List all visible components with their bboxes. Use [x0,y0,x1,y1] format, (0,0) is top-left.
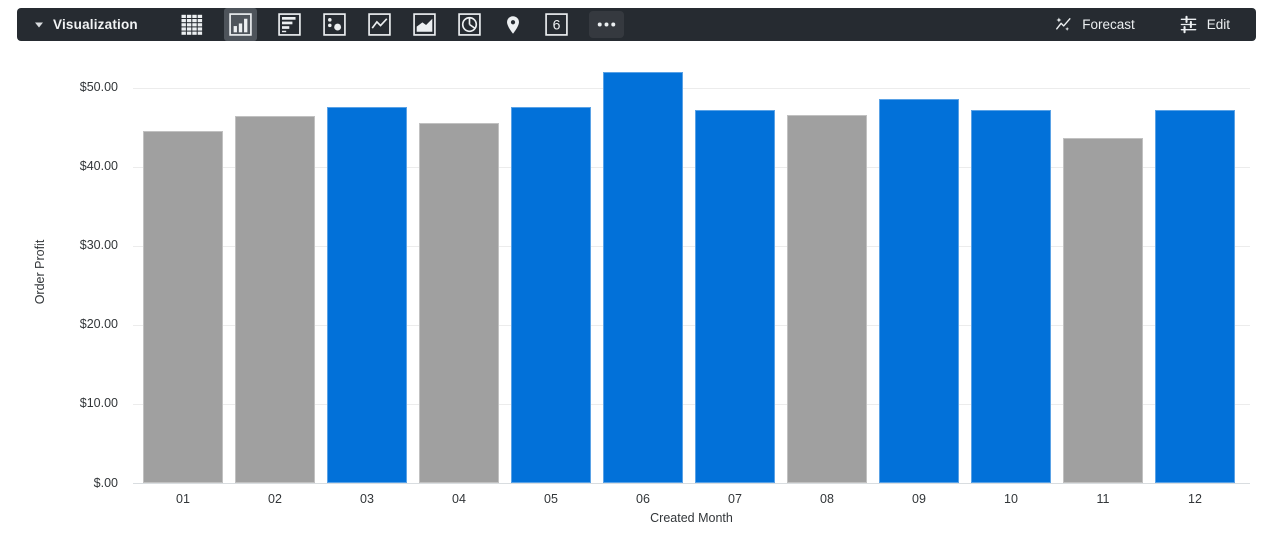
bar-07[interactable] [695,110,775,483]
pie-chart-button[interactable] [457,8,482,41]
bar-02[interactable] [235,116,315,483]
line-chart-button[interactable] [367,8,392,41]
bar-09[interactable] [879,99,959,483]
x-tick-label-03: 03 [360,492,374,506]
bar-chart-icon [278,13,301,36]
area-chart-icon [413,13,436,36]
x-tick-label-10: 10 [1004,492,1018,506]
forecast-button[interactable]: Forecast [1054,15,1135,34]
bar-11[interactable] [1063,138,1143,483]
column-chart-icon [229,13,252,36]
x-tick-label-07: 07 [728,492,742,506]
map-pin-button[interactable] [502,8,524,41]
x-tick-label-09: 09 [912,492,926,506]
gridline [133,246,1250,247]
more-options-icon [597,22,616,27]
bar-03[interactable] [327,107,407,483]
y-tick-label: $50.00 [79,80,118,94]
x-tick-label-08: 08 [820,492,834,506]
single-value-button[interactable]: 6 [544,8,569,41]
toolbar-title: Visualization [53,17,138,32]
bar-12[interactable] [1155,109,1235,483]
svg-text:6: 6 [552,17,560,33]
edit-settings-icon [1180,15,1197,34]
x-tick-label-06: 06 [636,492,650,506]
bar-chart-button[interactable] [277,8,302,41]
gridline [133,483,1250,484]
x-tick-label-05: 05 [544,492,558,506]
y-tick-label: $10.00 [79,396,118,410]
visualization-toolbar: Visualization 6 [17,8,1256,41]
bar-05[interactable] [511,107,591,483]
edit-label: Edit [1206,17,1230,32]
forecast-icon [1056,17,1071,31]
x-tick-label-12: 12 [1188,492,1202,506]
gridline [133,167,1250,168]
scatter-chart-icon [323,13,346,36]
y-tick-label: $40.00 [79,159,118,173]
single-value-icon: 6 [545,13,568,36]
toolbar-right-actions: Forecast Edit [1054,15,1230,34]
table-chart-button[interactable] [180,8,204,41]
y-tick-label: $30.00 [79,238,118,252]
forecast-label: Forecast [1082,17,1135,32]
chart-type-icon-strip: 6 [180,8,624,41]
table-chart-icon [181,14,202,35]
bar-06[interactable] [603,71,683,483]
gridline [133,404,1250,405]
line-chart-icon [368,13,391,36]
x-axis-title: Created Month [650,511,733,525]
x-tick-label-02: 02 [268,492,282,506]
edit-button[interactable]: Edit [1179,15,1230,34]
gridline [133,325,1250,326]
pie-chart-icon [458,13,481,36]
column-chart-button[interactable] [223,8,257,41]
bar-04[interactable] [419,123,499,483]
y-tick-label: $20.00 [79,317,118,331]
x-tick-label-11: 11 [1096,492,1110,506]
gridline [133,88,1250,89]
map-pin-icon [506,15,519,34]
x-tick-label-01: 01 [176,492,190,506]
bar-10[interactable] [971,109,1051,483]
scatter-chart-button[interactable] [322,8,347,41]
x-tick-label-04: 04 [452,492,466,506]
area-chart-button[interactable] [412,8,437,41]
collapse-caret-icon[interactable] [34,21,44,29]
more-options-button[interactable] [588,11,624,38]
bar-01[interactable] [143,131,223,483]
y-tick-label: $.00 [93,476,118,490]
bar-08[interactable] [787,115,867,483]
